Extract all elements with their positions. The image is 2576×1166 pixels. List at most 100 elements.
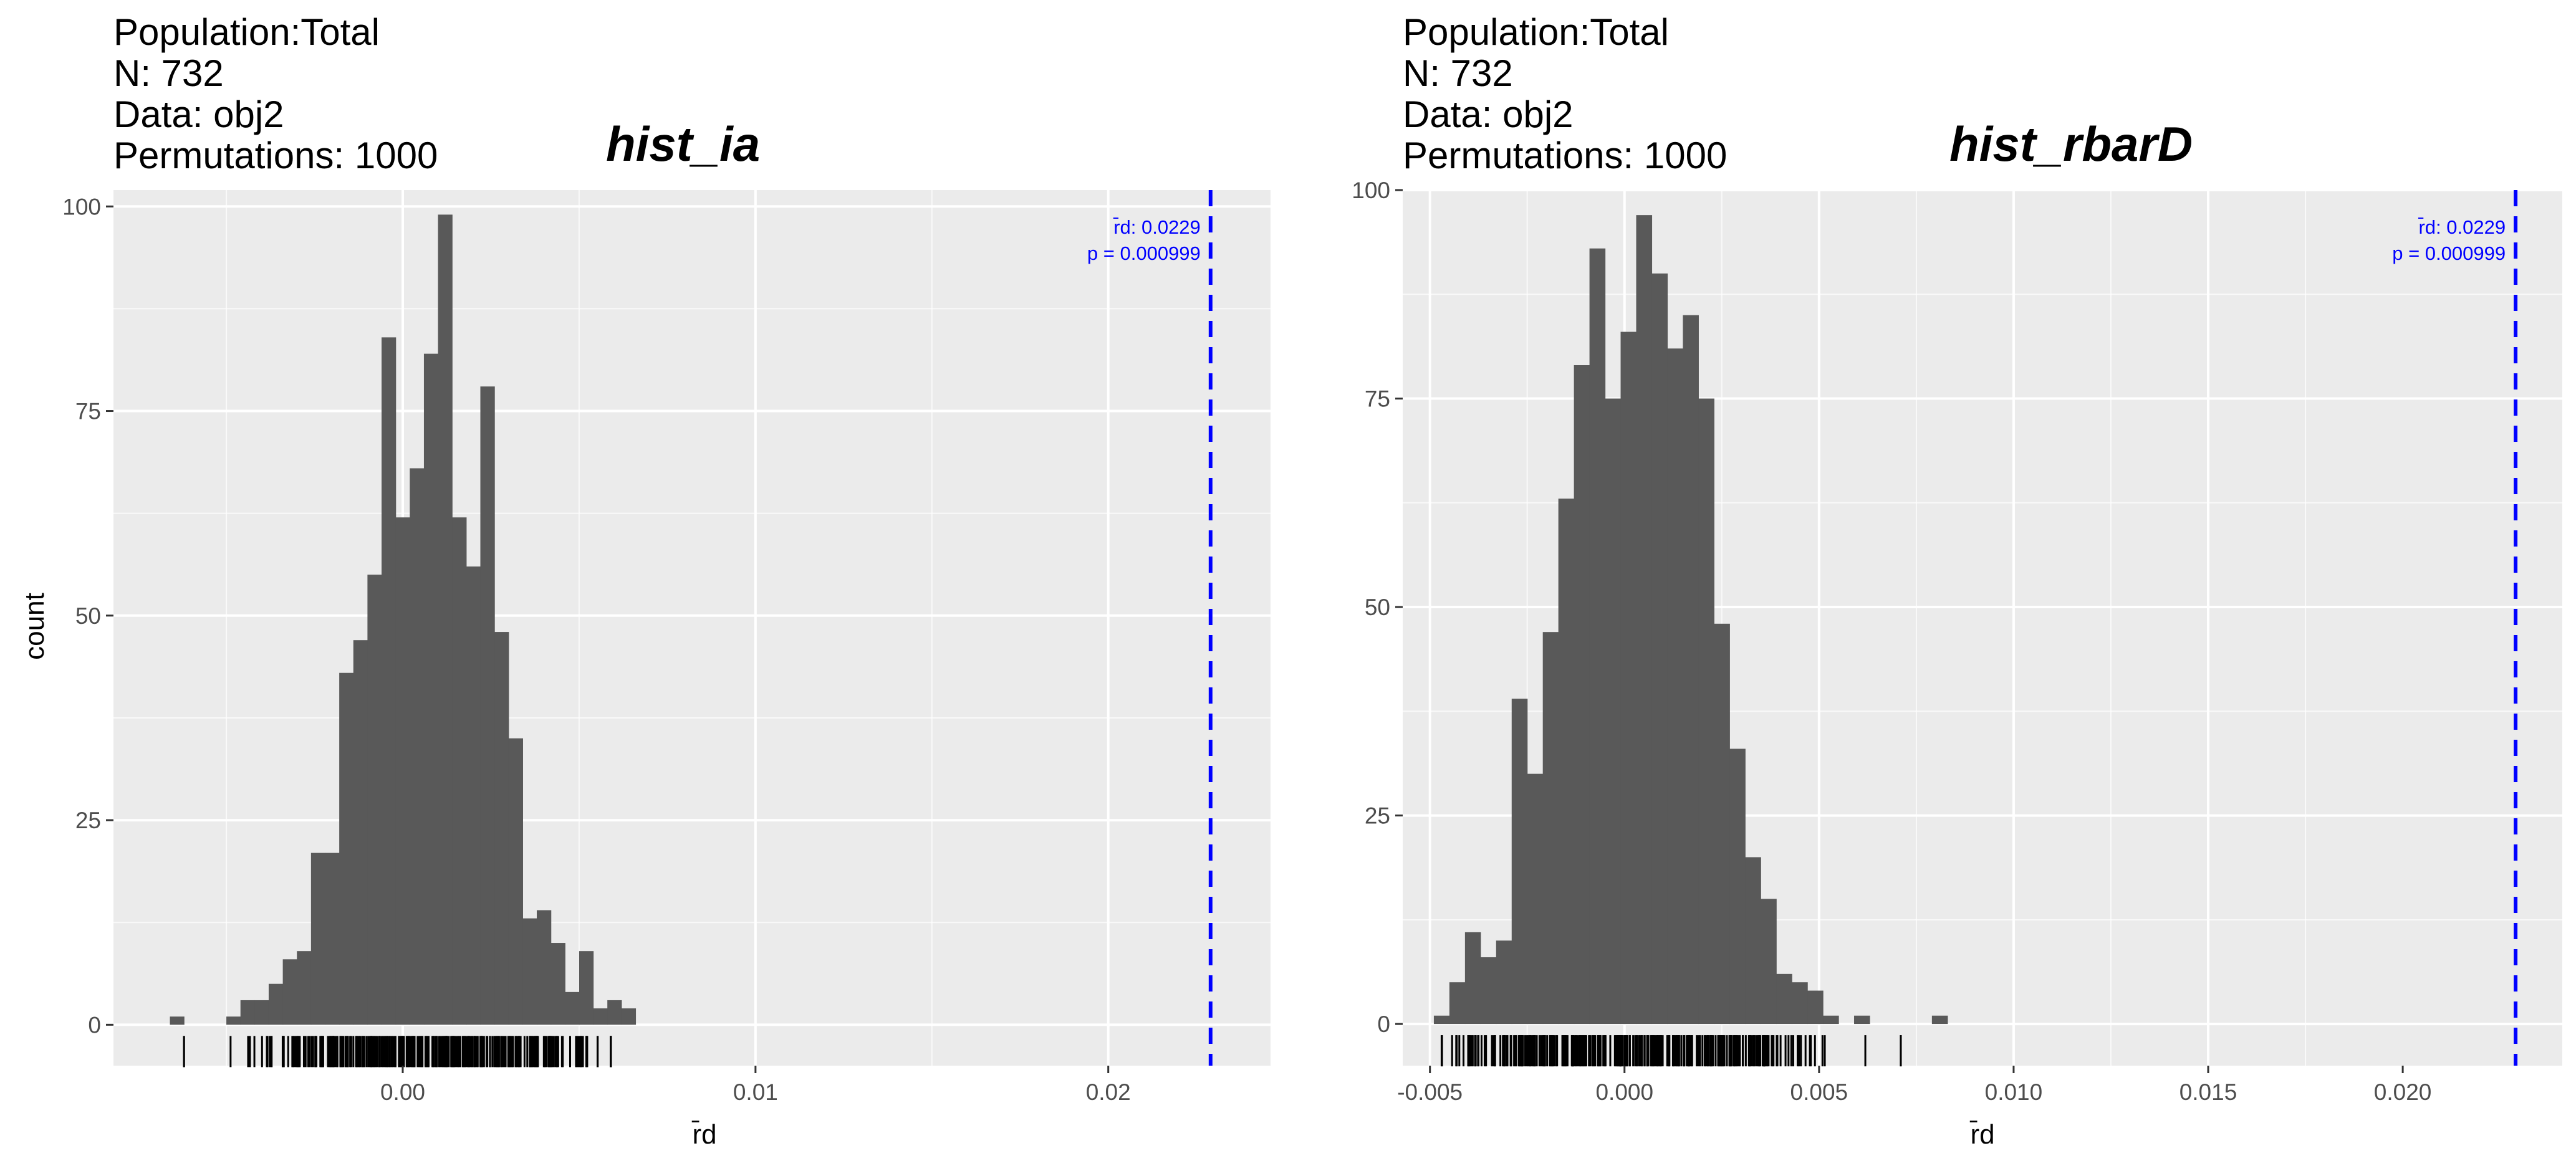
histogram-bar	[1683, 315, 1699, 1025]
histogram-bar	[1729, 748, 1746, 1025]
histogram-bar	[1558, 499, 1575, 1025]
x-tick-label: 0.00	[380, 1079, 425, 1105]
y-tick-label: 100	[1352, 178, 1390, 203]
y-tick-label: 25	[75, 808, 101, 833]
histogram-bar	[1542, 632, 1559, 1025]
observed-value-label: r̄d: 0.0229	[1113, 216, 1201, 238]
chart-tag: hist_rbarD	[1949, 117, 2193, 171]
histogram-bar	[1931, 1015, 1948, 1025]
histogram-bar	[1636, 215, 1653, 1025]
histogram-bar	[1527, 773, 1544, 1025]
y-tick-label: 100	[62, 194, 101, 219]
y-tick-label: 75	[75, 399, 101, 424]
histogram-bar	[226, 1016, 241, 1025]
x-axis-label: r̄d	[692, 1119, 717, 1150]
y-tick-label: 0	[1377, 1011, 1390, 1037]
x-tick-label: 0.010	[1985, 1079, 2043, 1105]
histogram-bar	[1480, 957, 1497, 1025]
histogram-bar	[1776, 973, 1792, 1025]
x-axis-label-text: r̄d	[1970, 1119, 1995, 1150]
header-data: Data: obj2	[1403, 93, 1574, 135]
histogram-bar	[1823, 1015, 1839, 1025]
x-tick-label: -0.005	[1397, 1079, 1463, 1105]
histogram-bar	[282, 959, 297, 1025]
panel-background	[113, 190, 1271, 1066]
histogram-bar	[1761, 899, 1777, 1025]
histogram-bar	[1651, 273, 1668, 1025]
histogram-bar	[1714, 623, 1730, 1025]
histogram-bar	[452, 517, 467, 1025]
histogram-bar	[395, 517, 410, 1025]
histogram-bar	[607, 1000, 622, 1025]
histogram-bar	[382, 337, 396, 1025]
histogram-bar	[550, 943, 565, 1025]
histogram-bar	[410, 468, 425, 1025]
histogram-bar	[268, 983, 284, 1025]
histogram-bar	[579, 951, 594, 1025]
y-tick-label: 25	[1365, 803, 1390, 829]
plot-area: r̄d: 0.0229 p = 0.000999 0 25 50 75 100 -0.005 0…	[1352, 178, 2562, 1105]
histogram-bar	[1667, 348, 1683, 1025]
p-value-label: p = 0.000999	[2392, 242, 2506, 264]
header-permutations: Permutations: 1000	[113, 135, 438, 176]
histogram-bar	[325, 853, 340, 1025]
x-tick-label: 0.01	[733, 1079, 778, 1105]
y-tick-label: 50	[1365, 595, 1390, 620]
x-tick-label: 0.015	[2180, 1079, 2237, 1105]
header-data: Data: obj2	[113, 93, 284, 135]
p-value-label: p = 0.000999	[1087, 242, 1201, 264]
header-n: N: 732	[113, 52, 224, 94]
header-n: N: 732	[1403, 52, 1513, 94]
y-tick-label: 0	[88, 1012, 101, 1038]
histogram-bar	[353, 640, 368, 1025]
x-tick-label: 0.02	[1086, 1079, 1131, 1105]
x-axis-label-text: r̄d	[692, 1119, 717, 1150]
histogram-bar	[1449, 982, 1466, 1025]
histogram-bar	[240, 1000, 255, 1025]
histogram-panel-ia: Population:Total N: 732 Data: obj2 Permu…	[19, 11, 1271, 1150]
histogram-bar	[1698, 398, 1714, 1025]
header-permutations: Permutations: 1000	[1403, 135, 1727, 176]
histogram-bar	[1807, 990, 1824, 1025]
histogram-bar	[1574, 365, 1590, 1025]
header-population: Population:Total	[113, 11, 380, 53]
y-tick-label: 75	[1365, 386, 1390, 412]
histogram-bar	[170, 1016, 185, 1025]
y-tick-label: 50	[75, 603, 101, 629]
histogram-bar	[1511, 699, 1528, 1025]
histogram-bar	[522, 918, 537, 1025]
histogram-bar	[1854, 1015, 1870, 1025]
y-axis-label: count	[19, 593, 50, 660]
histogram-bar	[537, 910, 552, 1025]
x-tick-label: 0.020	[2374, 1079, 2432, 1105]
histogram-bar	[565, 992, 580, 1025]
histogram-bar	[1433, 1015, 1450, 1025]
histogram-bar	[1464, 932, 1481, 1025]
histogram-bar	[621, 1008, 637, 1025]
histogram-bar	[438, 214, 453, 1025]
histogram-bar	[310, 853, 326, 1025]
histogram-bar	[423, 353, 439, 1025]
histogram-bar	[593, 1008, 608, 1025]
observed-value-label: r̄d: 0.0229	[2418, 216, 2506, 238]
chart-tag: hist_ia	[606, 117, 760, 171]
histogram-bar	[1792, 982, 1808, 1025]
x-axis-label: r̄d	[1970, 1119, 1995, 1150]
plot-area: r̄d: 0.0229 p = 0.000999 0 25 50 75 100 0.00 0.0…	[62, 190, 1271, 1105]
histogram-bar	[297, 951, 312, 1025]
histogram-bar	[466, 566, 481, 1025]
histogram-bar	[508, 738, 523, 1025]
histogram-bar	[339, 672, 354, 1025]
histogram-bar	[1589, 248, 1606, 1025]
histogram-bar	[367, 575, 382, 1025]
x-tick-label: 0.000	[1595, 1079, 1653, 1105]
histogram-bar	[1620, 332, 1637, 1025]
histogram-bar	[1605, 398, 1622, 1025]
histogram-bar	[1496, 940, 1512, 1025]
histogram-bar	[1745, 857, 1761, 1025]
histogram-bar	[480, 386, 495, 1025]
histogram-bar	[494, 632, 509, 1025]
histogram-bar	[254, 1000, 269, 1025]
x-tick-label: 0.005	[1790, 1079, 1848, 1105]
